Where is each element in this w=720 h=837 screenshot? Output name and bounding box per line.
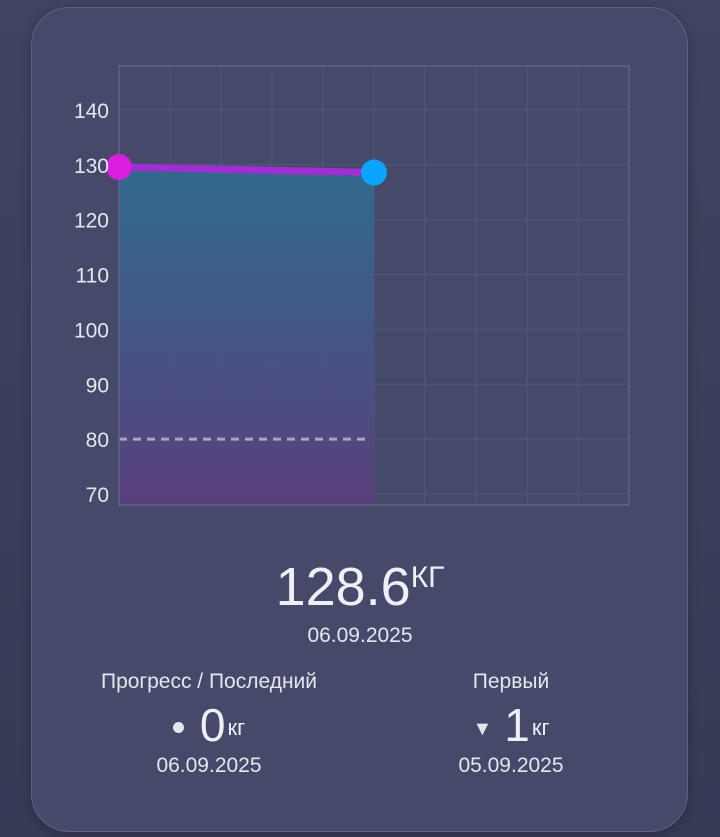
stat-progress-last-date: 06.09.2025: [156, 754, 262, 777]
y-axis-ticks: 70 80 90 100 110 120 130 140: [74, 100, 109, 507]
y-tick-label: 120: [74, 210, 109, 233]
stat-progress-last-unit: кг: [227, 715, 246, 740]
stat-progress-last: Прогресс / Последний 0кг 06.09.2025: [59, 670, 359, 778]
stat-progress-first-value: 1: [504, 699, 530, 751]
stat-progress-first-date: 05.09.2025: [458, 754, 564, 777]
current-weight-unit: КГ: [410, 561, 445, 594]
series-line: [115, 163, 378, 176]
stat-progress-first-unit: кг: [531, 715, 550, 740]
data-point-2: [361, 159, 387, 186]
y-tick-label: 110: [76, 265, 109, 288]
dot-icon: [172, 722, 184, 733]
stat-progress-last-value: 0: [199, 699, 226, 751]
y-tick-label: 130: [74, 155, 109, 178]
chart-area: [119, 166, 374, 505]
stat-progress-first: Первый ▼ 1кг 05.09.2025: [361, 670, 661, 778]
current-weight: 128.6КГ: [0, 556, 720, 618]
chart-frame: [118, 65, 630, 506]
chart-series: [106, 153, 387, 186]
stat-progress-first-value-row: ▼ 1кг: [361, 698, 661, 752]
y-tick-label: 70: [86, 484, 109, 507]
down-triangle-icon: ▼: [472, 718, 493, 740]
series-area-fill: [119, 166, 374, 505]
stat-progress-first-title: Первый: [472, 670, 550, 693]
plot-border: [118, 65, 630, 506]
data-point-1: [106, 153, 132, 180]
y-tick-label: 100: [74, 319, 109, 342]
y-tick-label: 80: [86, 429, 109, 452]
stat-progress-last-title: Прогресс / Последний: [100, 670, 318, 693]
stat-progress-last-value-row: 0кг: [59, 698, 359, 752]
current-weight-date: 06.09.2025: [307, 624, 413, 647]
weight-chart: 70 80 90 100 110 120 130 140: [74, 65, 630, 507]
current-weight-value: 128.6: [275, 557, 411, 617]
y-tick-label: 90: [86, 374, 109, 397]
y-tick-label: 140: [74, 100, 109, 123]
